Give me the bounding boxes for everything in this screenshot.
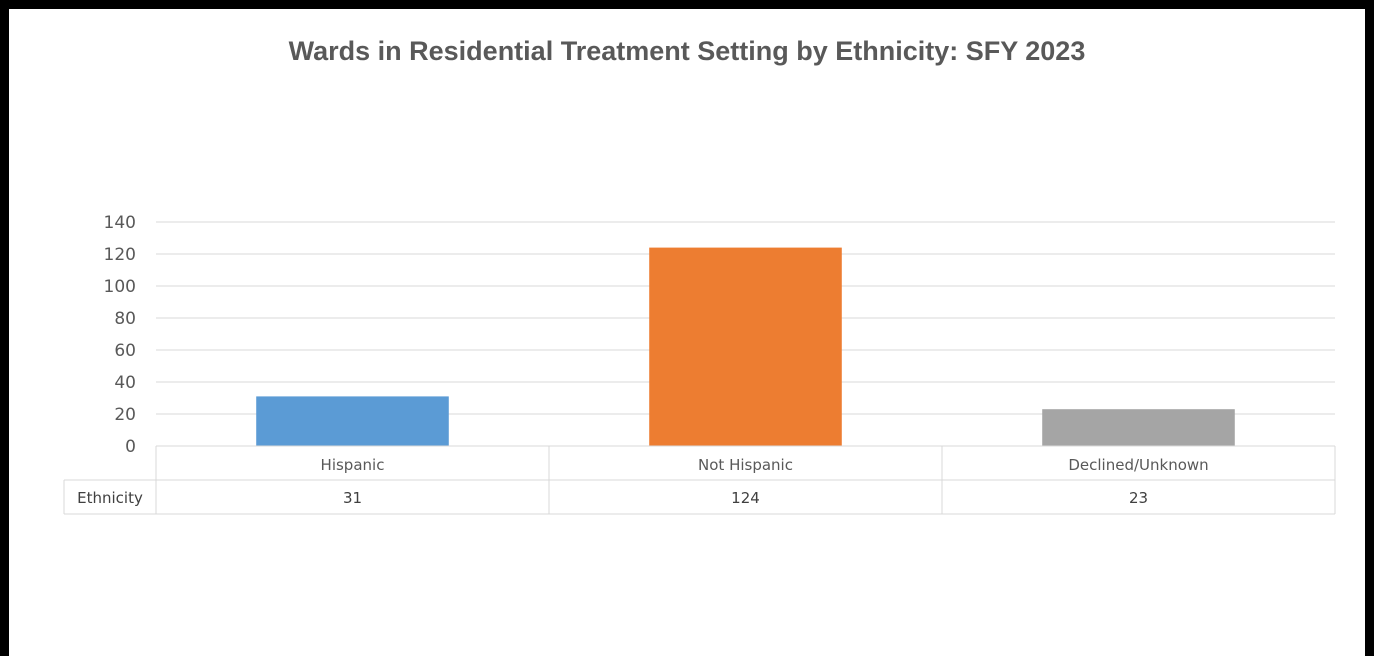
series-label: Ethnicity	[77, 489, 143, 507]
category-label: Not Hispanic	[698, 456, 793, 474]
data-table-value: 31	[343, 489, 362, 507]
data-table-value: 124	[731, 489, 760, 507]
category-label: Hispanic	[321, 456, 385, 474]
bar-declined-unknown	[1042, 409, 1235, 446]
chart-title: Wards in Residential Treatment Setting b…	[288, 36, 1086, 66]
y-tick-label: 60	[114, 341, 136, 361]
bar-hispanic	[256, 396, 449, 446]
y-tick-label: 0	[125, 437, 136, 457]
bar-not-hispanic	[649, 247, 842, 446]
data-table-value: 23	[1129, 489, 1148, 507]
y-tick-label: 120	[104, 245, 136, 265]
y-tick-label: 80	[114, 309, 136, 329]
category-label: Declined/Unknown	[1068, 456, 1208, 474]
y-tick-label: 100	[104, 277, 136, 297]
y-tick-label: 20	[114, 405, 136, 425]
y-tick-label: 140	[104, 213, 136, 233]
y-tick-label: 40	[114, 373, 136, 393]
